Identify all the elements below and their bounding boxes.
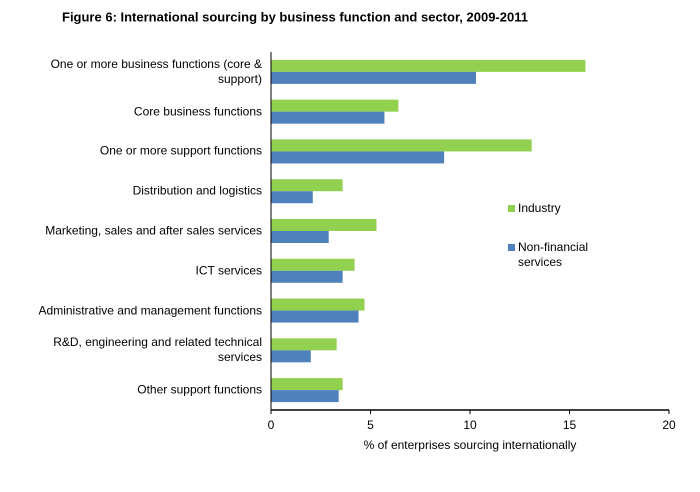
x-tick-label: 5 <box>367 418 374 432</box>
bar <box>271 139 532 152</box>
bar <box>271 179 343 192</box>
bar <box>271 390 339 403</box>
y-tick-label: Core business functions <box>133 104 262 119</box>
legend-label: Non-financial services <box>518 240 589 269</box>
y-tick-label: Distribution and logistics <box>132 183 262 198</box>
bar <box>271 99 399 112</box>
legend-swatch <box>508 205 515 212</box>
x-axis-label: % of enterprises sourcing internationall… <box>364 438 577 452</box>
y-tick-label: One or more business functions (core & s… <box>50 56 262 86</box>
legend-label: Industry <box>518 201 561 215</box>
legend-swatch <box>508 244 515 251</box>
x-tick-label: 10 <box>463 418 477 432</box>
bar <box>271 191 313 204</box>
y-tick-label: One or more support functions <box>99 143 262 158</box>
bar <box>271 258 355 271</box>
x-tick-label: 0 <box>268 418 275 432</box>
bar <box>271 270 343 283</box>
y-tick-label: Other support functions <box>137 382 262 397</box>
bar <box>271 151 445 164</box>
bar <box>271 310 359 323</box>
chart-title: Figure 6: International sourcing by busi… <box>62 9 528 24</box>
y-tick-label: Marketing, sales and after sales service… <box>45 223 262 238</box>
bar <box>271 378 343 391</box>
y-tick-label: Administrative and management functions <box>38 303 262 318</box>
bar <box>271 231 329 243</box>
bar <box>271 298 365 311</box>
y-tick-label: ICT services <box>195 263 262 278</box>
bar <box>271 338 337 351</box>
x-tick-label: 15 <box>563 418 577 432</box>
bar <box>271 71 476 84</box>
bar <box>271 350 311 363</box>
y-tick-label: R&D, engineering and related technical s… <box>53 335 262 365</box>
bar <box>271 219 377 231</box>
bar <box>271 111 385 124</box>
x-tick-label: 20 <box>662 418 676 432</box>
bar <box>271 59 586 72</box>
